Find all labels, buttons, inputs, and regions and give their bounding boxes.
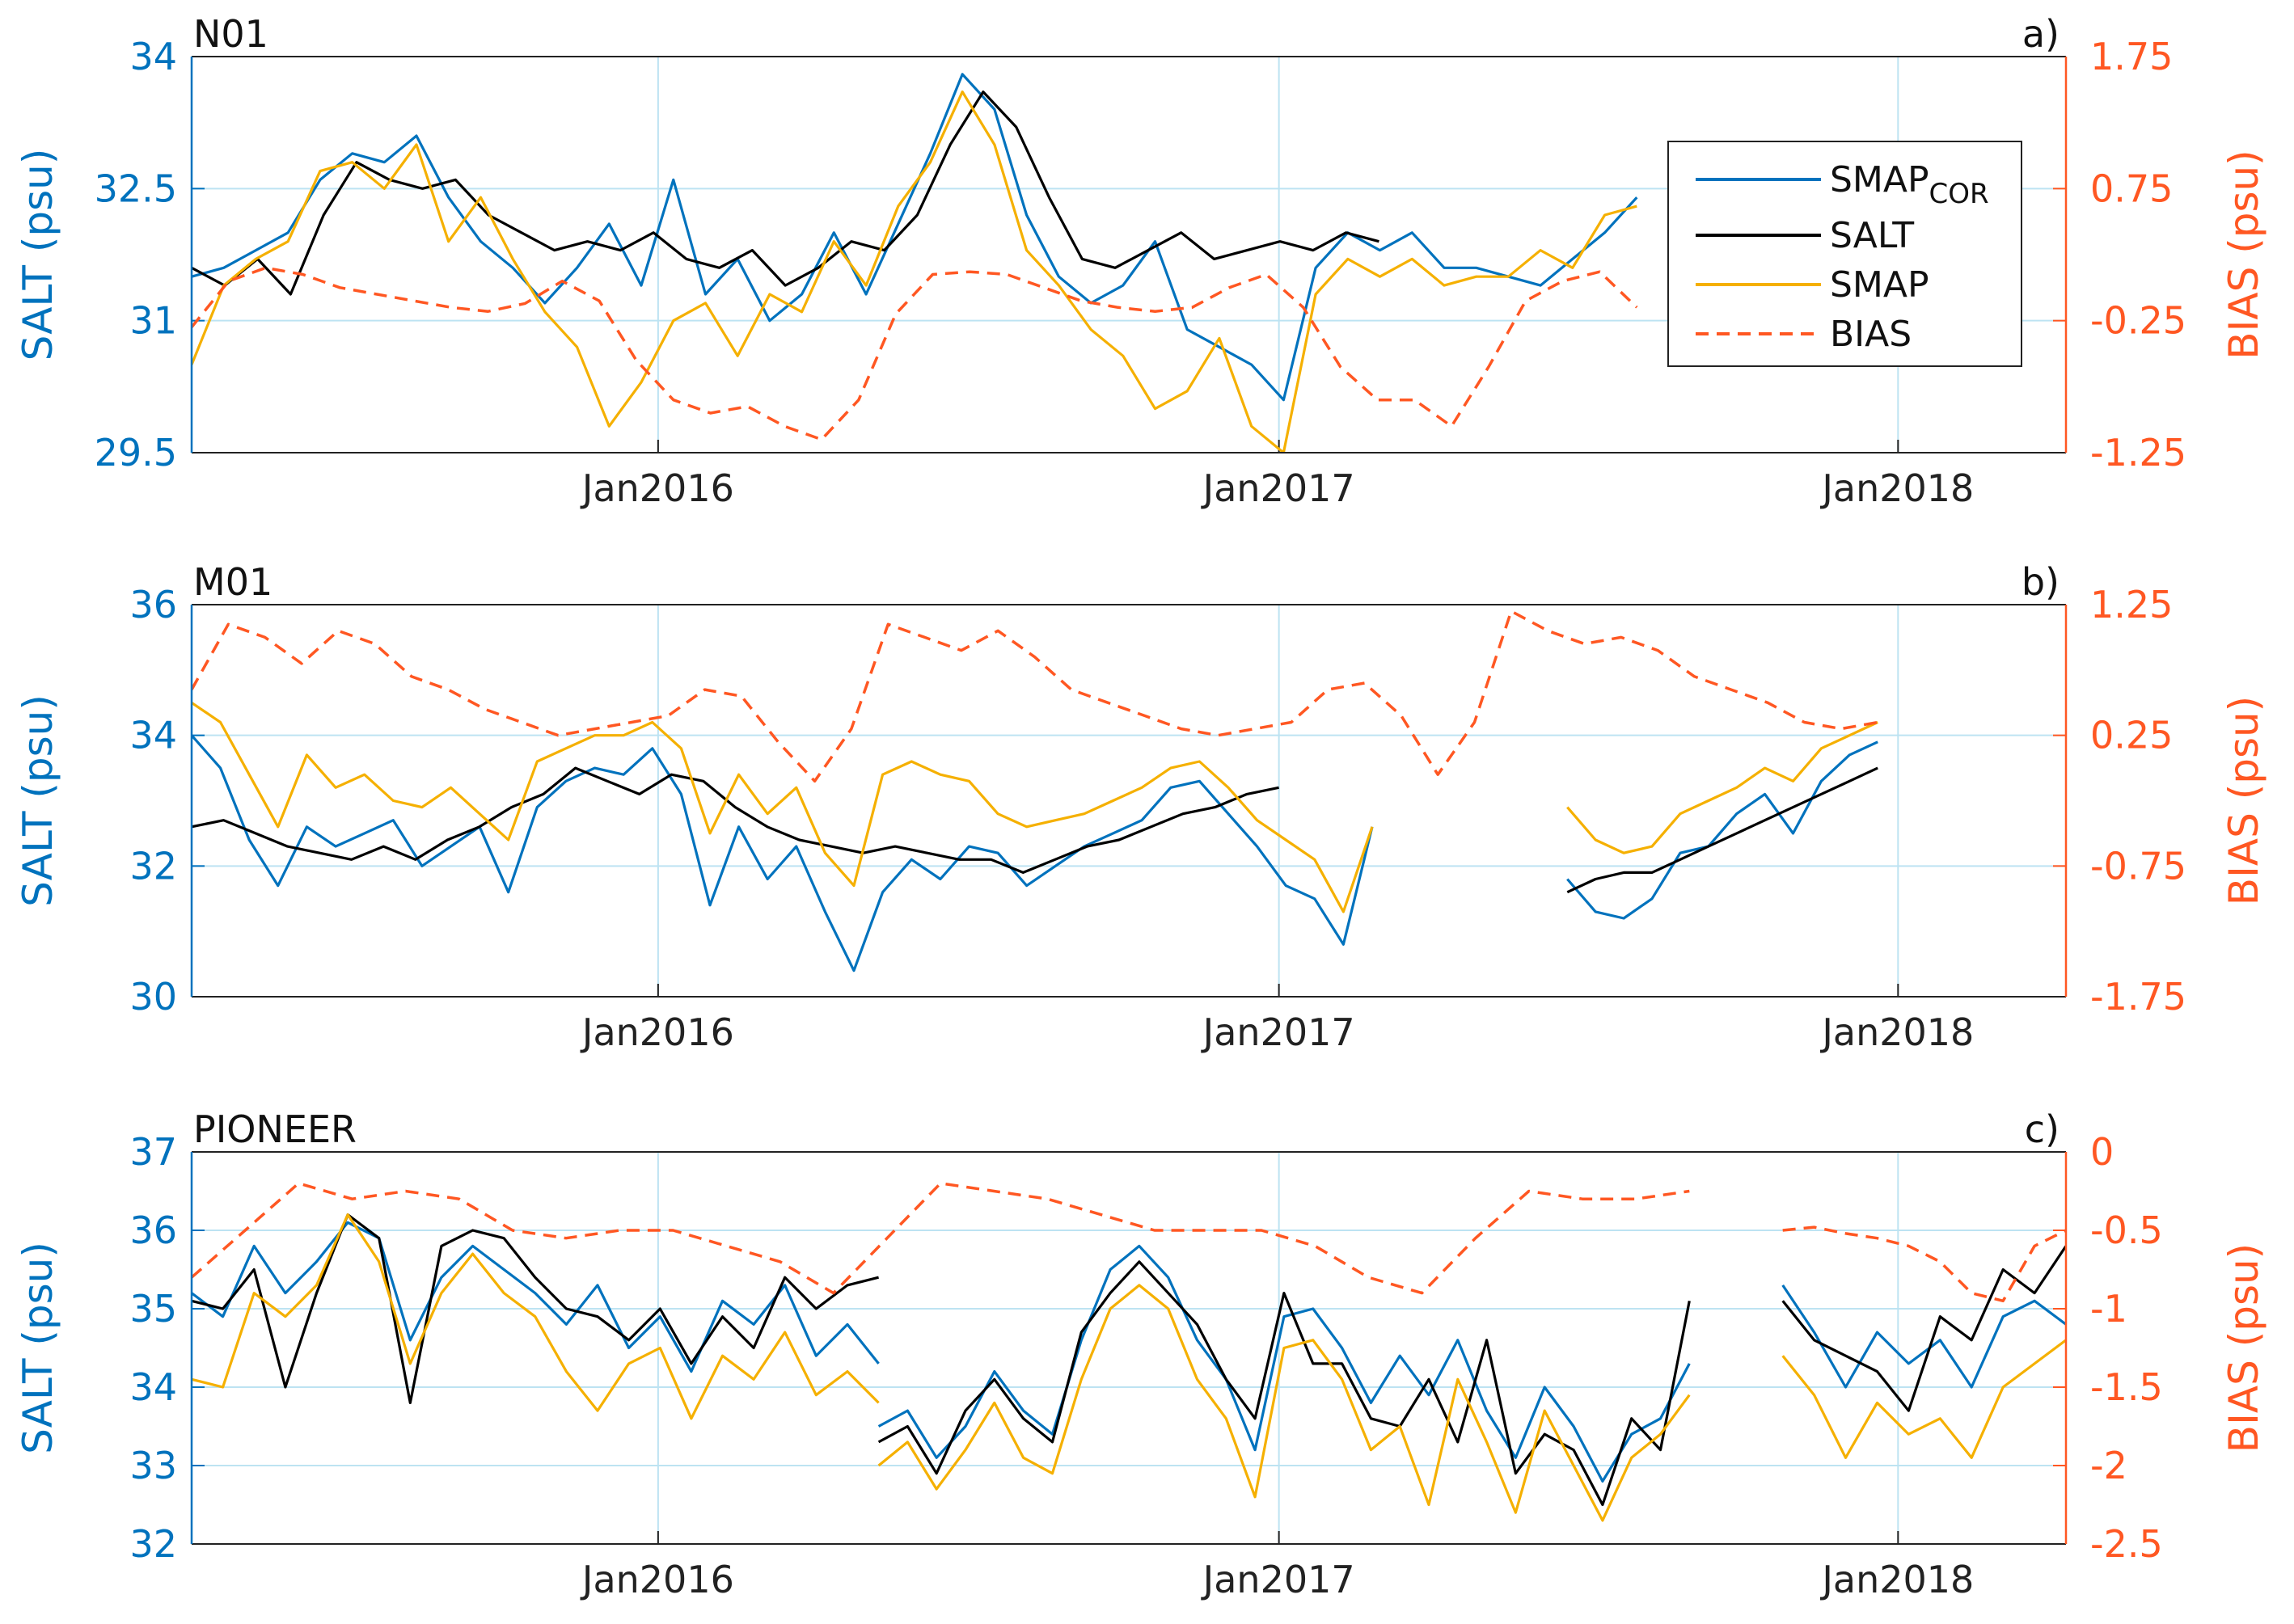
series-line-salt (877, 1260, 1691, 1507)
series-line-smap-cor (1566, 740, 1878, 920)
panel-pioneer: 32 33 34 35 36 37 -2.5 -2 -1.5 -1 -0.5 0 Jan2016 Jan2… (15, 1107, 2267, 1601)
panel-label: a) (2022, 12, 2060, 56)
y-tick-label: 34 (129, 714, 177, 757)
y-right-tick-label: -1.25 (2090, 431, 2186, 475)
y-right-tick-label: 0 (2090, 1130, 2114, 1174)
legend-label-text: BIAS (1830, 314, 1912, 355)
series-line-smap-cor (1781, 1284, 2066, 1389)
x-tick-label: Jan2016 (580, 1558, 734, 1601)
panel-n01: 29.5 31 32.5 34 -1.25 -0.25 0.75 1.75 Jan2016 Jan… (15, 12, 2267, 510)
series-line-salt (192, 1213, 879, 1405)
x-tick-label: Jan2017 (1201, 1558, 1355, 1601)
y-right-axis-label: BIAS (psu) (2220, 696, 2267, 905)
y-tick-label: 30 (129, 975, 177, 1019)
series-line-smap-cor (192, 73, 1638, 402)
y-tick-label: 33 (129, 1444, 177, 1487)
y-right-tick-label: -2 (2090, 1444, 2127, 1487)
x-tick-label: Jan2018 (1819, 466, 1974, 510)
series-line-bias (192, 610, 1878, 783)
y-right-tick-label: 1.25 (2090, 583, 2173, 626)
legend-label-salt: SALT (1830, 215, 1914, 256)
x-tick-label: Jan2017 (1201, 466, 1355, 510)
panel-m01: 30 32 34 36 -1.75 -0.75 0.25 1.25 Jan2016 Jan2017… (15, 560, 2267, 1054)
y-axis-label: SALT (psu) (15, 149, 61, 361)
y-right-tick-label: 0.25 (2090, 714, 2173, 757)
y-tick-label: 37 (129, 1130, 177, 1174)
panel-label: c) (2025, 1107, 2060, 1151)
series-line-smap (877, 1284, 1691, 1522)
y-tick-label: 34 (129, 1365, 177, 1409)
y-right-tick-label: -1.75 (2090, 975, 2186, 1019)
series-line-smap-cor (192, 734, 1374, 972)
y-right-tick-label: -1 (2090, 1287, 2127, 1331)
series-line-smap (192, 701, 1374, 913)
series-line-salt (1566, 766, 1878, 894)
series-line-bias (192, 266, 1638, 441)
plot-area (192, 1152, 2066, 1544)
y-tick-label: 32 (129, 1522, 177, 1566)
legend-label-text: SMAP (1830, 159, 1929, 200)
y-tick-label: 36 (129, 583, 177, 626)
y-axis-label: SALT (psu) (15, 694, 61, 907)
series-line-smap-cor (877, 1244, 1691, 1483)
legend-label-smap-cor: SMAPCOR (1830, 159, 1989, 210)
legend-label-subscript: COR (1929, 178, 1989, 210)
series-line-smap (192, 1213, 880, 1420)
legend-label-smap: SMAP (1830, 264, 1929, 306)
y-right-axis-label: BIAS (psu) (2220, 150, 2267, 359)
series-line-bias (1782, 1225, 2066, 1303)
y-axis-label: SALT (psu) (15, 1242, 61, 1454)
panel-title: PIONEER (193, 1107, 357, 1151)
y-right-tick-label: -1.5 (2090, 1365, 2163, 1409)
x-tick-label: Jan2018 (1819, 1010, 1974, 1054)
y-right-tick-label: -0.25 (2090, 299, 2186, 343)
legend-label-text: SMAP (1830, 264, 1929, 306)
series-line-smap (1781, 1339, 2066, 1459)
y-right-tick-label: -0.5 (2090, 1209, 2163, 1252)
series-line-smap (192, 90, 1637, 453)
y-right-axis-label: BIAS (psu) (2220, 1243, 2267, 1453)
panel-title: N01 (193, 12, 268, 56)
y-right-tick-label: 0.75 (2090, 167, 2173, 210)
x-tick-label: Jan2017 (1201, 1010, 1355, 1054)
series-line-salt (1781, 1245, 2066, 1412)
y-right-tick-label: 1.75 (2090, 35, 2173, 78)
x-tick-label: Jan2016 (580, 1010, 734, 1054)
series-line-smap (1566, 721, 1878, 854)
legend-label-bias: BIAS (1830, 314, 1912, 355)
y-tick-label: 35 (129, 1287, 177, 1331)
y-tick-label: 32 (129, 844, 177, 888)
legend-label-text: SALT (1830, 215, 1914, 256)
panel-label: b) (2022, 560, 2060, 604)
y-tick-label: 32.5 (95, 167, 177, 210)
y-tick-label: 29.5 (95, 431, 177, 475)
series-line-smap-cor (192, 1221, 880, 1373)
x-tick-label: Jan2018 (1819, 1558, 1974, 1601)
y-right-tick-label: -2.5 (2090, 1522, 2163, 1566)
y-tick-label: 36 (129, 1209, 177, 1252)
panel-title: M01 (193, 560, 272, 604)
y-tick-label: 34 (129, 35, 177, 78)
y-right-tick-label: -0.75 (2090, 844, 2186, 888)
series-line-salt (192, 766, 1279, 875)
x-tick-label: Jan2016 (580, 466, 734, 510)
y-tick-label: 31 (129, 299, 177, 343)
plot-area (192, 605, 2066, 997)
